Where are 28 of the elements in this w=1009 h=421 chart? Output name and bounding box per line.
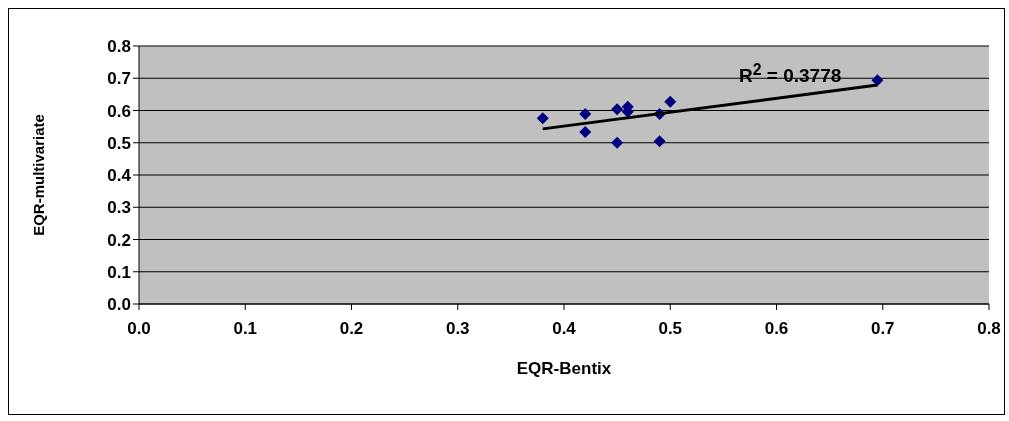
point [664, 95, 677, 108]
x-tick-label: 0.2 [339, 319, 364, 339]
y-tick-label: 0.3 [107, 198, 131, 218]
y-tick-label: 0.1 [107, 262, 131, 282]
point [871, 74, 884, 87]
y-axis-title: EQR-multivariate [30, 114, 48, 236]
x-axis-title: EQR-Bentix [516, 359, 612, 378]
point [611, 103, 624, 116]
y-tick-label: 0.8 [107, 37, 131, 57]
x-tick-label: 0.7 [870, 319, 895, 339]
x-tick-label: 0.1 [233, 319, 258, 339]
point [579, 108, 592, 121]
y-tick-label: 0.7 [107, 69, 131, 89]
y-tick-label: 0.2 [107, 230, 131, 250]
point [536, 112, 549, 125]
x-tick-label: 0.6 [764, 319, 789, 339]
x-tick-label: 0.0 [127, 319, 151, 339]
point [653, 135, 666, 148]
y-tick-label: 0.5 [107, 133, 131, 153]
x-tick-label: 0.5 [658, 319, 683, 339]
y-tick-label: 0.6 [107, 101, 131, 121]
point [611, 136, 624, 149]
x-tick-label: 0.3 [445, 319, 470, 339]
y-tick-label: 0.0 [107, 295, 131, 315]
x-tick-label: 0.4 [552, 319, 577, 339]
x-tick-label: 0.8 [977, 319, 1001, 339]
point [579, 126, 592, 139]
y-tick-label: 0.4 [107, 166, 132, 186]
